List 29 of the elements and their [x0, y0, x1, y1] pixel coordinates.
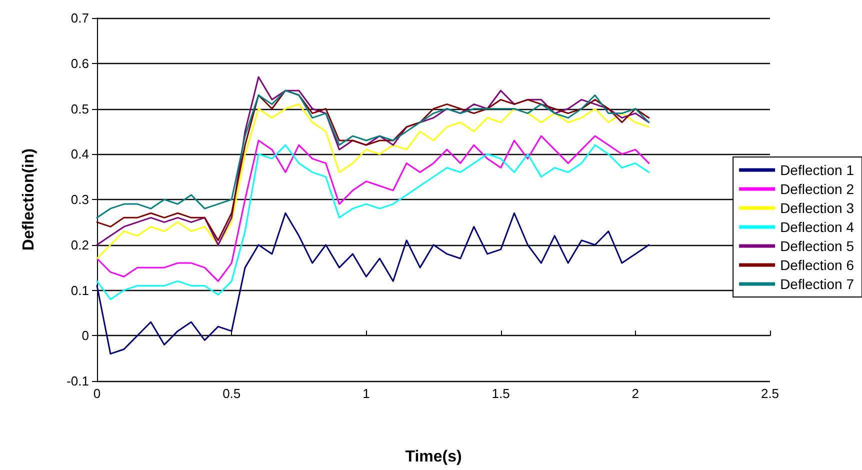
x-tick-label: 1.5	[492, 386, 510, 401]
x-tick-label: 2.5	[760, 386, 780, 401]
line-series	[96, 135, 650, 282]
legend-label: Deflection 2	[780, 181, 854, 197]
y-tick-label: 0.2	[70, 237, 89, 252]
y-axis-title: Deflection(in)	[20, 148, 38, 251]
line-series	[96, 90, 650, 218]
legend-label: Deflection 6	[780, 257, 854, 273]
x-tick-label: 0.5	[222, 386, 241, 401]
legend-label: Deflection 1	[780, 162, 854, 178]
legend-label: Deflection 3	[780, 200, 854, 216]
legend-label: Deflection 7	[780, 276, 854, 292]
line-series	[96, 103, 650, 260]
y-tick-label: 0.6	[70, 56, 89, 71]
legend-label: Deflection 5	[780, 238, 854, 254]
y-tick-label: 0.1	[70, 282, 89, 298]
y-tick-label: 0.5	[70, 101, 89, 116]
y-tick-label: -0.1	[66, 374, 89, 388]
y-tick-label: 0.4	[70, 146, 89, 162]
line-series	[96, 144, 650, 300]
x-tick-label: 0	[93, 386, 101, 401]
legend-label: Deflection 4	[780, 219, 854, 235]
x-tick-label: 1	[362, 386, 370, 401]
x-axis-title: Time(s)	[405, 448, 462, 466]
y-tick-label: 0.7	[70, 10, 89, 26]
x-tick-label: 2	[632, 386, 640, 401]
y-tick-label: 0	[82, 328, 89, 344]
line-series	[96, 212, 650, 355]
y-tick-label: 0.3	[70, 192, 89, 207]
